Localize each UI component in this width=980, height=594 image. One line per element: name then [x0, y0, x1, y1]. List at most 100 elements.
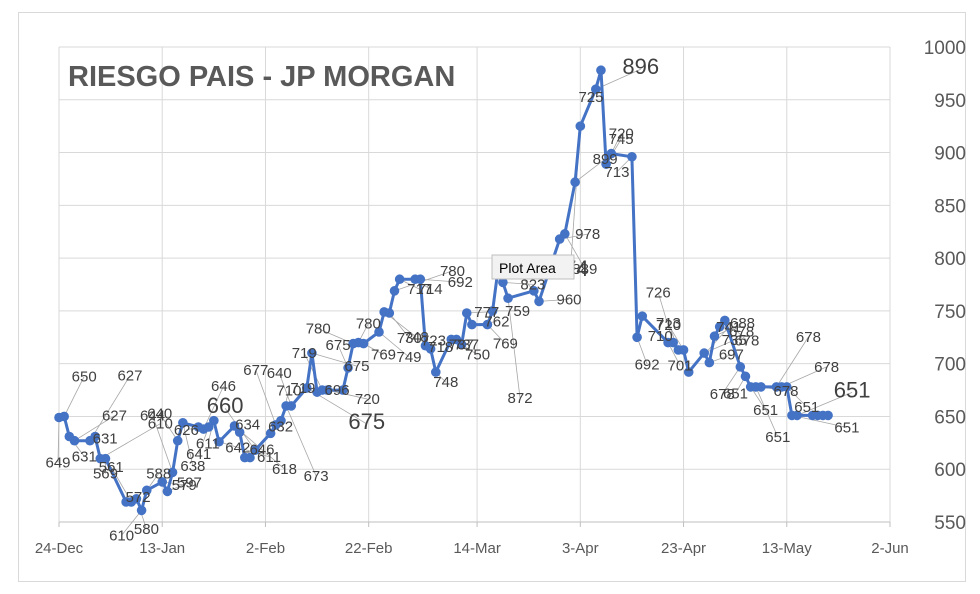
data-point: [172, 435, 183, 446]
data-label: 720: [355, 391, 380, 408]
label-leader-line: [182, 422, 194, 466]
y-tick-label: 650: [934, 407, 966, 428]
data-point: [162, 486, 173, 497]
y-tick-label: 900: [934, 144, 966, 165]
data-point: [781, 382, 792, 392]
data-label: 640: [267, 365, 292, 382]
data-point: [699, 348, 709, 358]
y-tick-label: 600: [934, 460, 966, 481]
data-point: [735, 362, 746, 372]
data-point: [487, 306, 498, 316]
data-point: [209, 415, 219, 426]
data-label: 730: [397, 330, 422, 347]
tooltip-text: Plot Area: [499, 260, 556, 276]
data-label: 675: [348, 409, 385, 434]
data-point: [374, 327, 384, 337]
data-point: [756, 382, 766, 392]
y-tick-label: 950: [934, 91, 966, 112]
data-label: 780: [356, 316, 381, 333]
data-label: 627: [117, 368, 142, 385]
data-point: [498, 277, 508, 288]
data-point: [482, 319, 493, 330]
data-label: 651: [834, 419, 859, 436]
axes: 550 600 650 700 750 800 850 900 950 1000 24-Dec 13-…: [35, 38, 966, 557]
series-riesgo-pais: [54, 65, 833, 516]
chart-frame: [18, 12, 966, 582]
y-tick-label: 750: [934, 302, 966, 323]
data-label: 678: [729, 324, 754, 341]
data-label: 718: [428, 339, 453, 356]
data-label: 697: [719, 347, 744, 364]
data-label: 627: [102, 408, 127, 425]
data-point: [503, 293, 513, 304]
data-label: 651: [765, 429, 790, 446]
data-point: [358, 338, 369, 349]
data-point: [596, 65, 606, 76]
data-point: [234, 427, 245, 438]
data-label: 631: [72, 449, 97, 466]
data-point: [286, 401, 297, 411]
data-point: [425, 344, 436, 354]
data-label: 780: [306, 321, 331, 338]
data-label: 750: [465, 347, 490, 364]
data-point: [157, 477, 168, 487]
data-label: 677: [243, 362, 268, 379]
data-point: [534, 296, 544, 307]
y-tick-label: 1000: [924, 38, 966, 59]
data-label: 651: [834, 377, 871, 402]
data-label: 762: [484, 314, 509, 331]
label-leader-line: [420, 278, 461, 283]
data-label: 748: [404, 329, 429, 346]
data-point: [384, 308, 395, 318]
data-point: [740, 371, 751, 382]
data-point: [575, 121, 586, 131]
data-label: 644: [140, 407, 165, 424]
data-point: [131, 493, 142, 504]
data-point: [792, 410, 802, 421]
data-label: 719: [290, 380, 315, 397]
label-leader-line: [89, 375, 131, 441]
data-label: 692: [635, 356, 660, 373]
data-point: [606, 148, 617, 159]
data-label: 777: [474, 304, 499, 321]
data-point: [461, 308, 472, 318]
data-point: [214, 436, 224, 447]
data-point: [415, 274, 426, 285]
data-label: 572: [126, 489, 151, 506]
label-leader-line: [721, 366, 741, 395]
label-leader-line: [203, 385, 224, 430]
data-label: 579: [172, 477, 197, 494]
data-point: [276, 415, 286, 426]
label-leader-line: [657, 292, 674, 343]
data-label: 660: [207, 393, 244, 418]
label-leader-line: [378, 331, 410, 358]
data-label: 745: [609, 131, 634, 148]
data-point: [250, 445, 260, 456]
data-label: 717: [407, 281, 432, 298]
data-point: [632, 332, 642, 343]
data-label: 726: [646, 285, 671, 302]
data-point: [69, 435, 80, 446]
data-label: 741: [716, 319, 741, 336]
data-label: 638: [180, 458, 205, 475]
data-point: [141, 485, 152, 496]
data-label: 713: [656, 315, 681, 332]
data-label: 569: [93, 466, 118, 483]
label-leader-line: [285, 405, 317, 477]
data-label: 759: [505, 303, 530, 320]
data-label: 632: [268, 418, 293, 435]
data-label: 580: [134, 521, 159, 538]
data-label: 749: [396, 349, 421, 366]
data-label: 673: [304, 468, 329, 485]
data-label: 723: [421, 333, 446, 350]
data-label: 611: [196, 436, 220, 453]
data-label: 588: [146, 465, 171, 482]
data-label: 735: [722, 332, 747, 349]
y-tick-label: 850: [934, 196, 966, 217]
label-leader-line: [507, 298, 521, 399]
label-leader-line: [110, 466, 132, 503]
label-leader-line: [74, 415, 115, 442]
data-label: 618: [272, 461, 297, 478]
data-label: 646: [249, 442, 274, 459]
data-point: [136, 505, 147, 516]
